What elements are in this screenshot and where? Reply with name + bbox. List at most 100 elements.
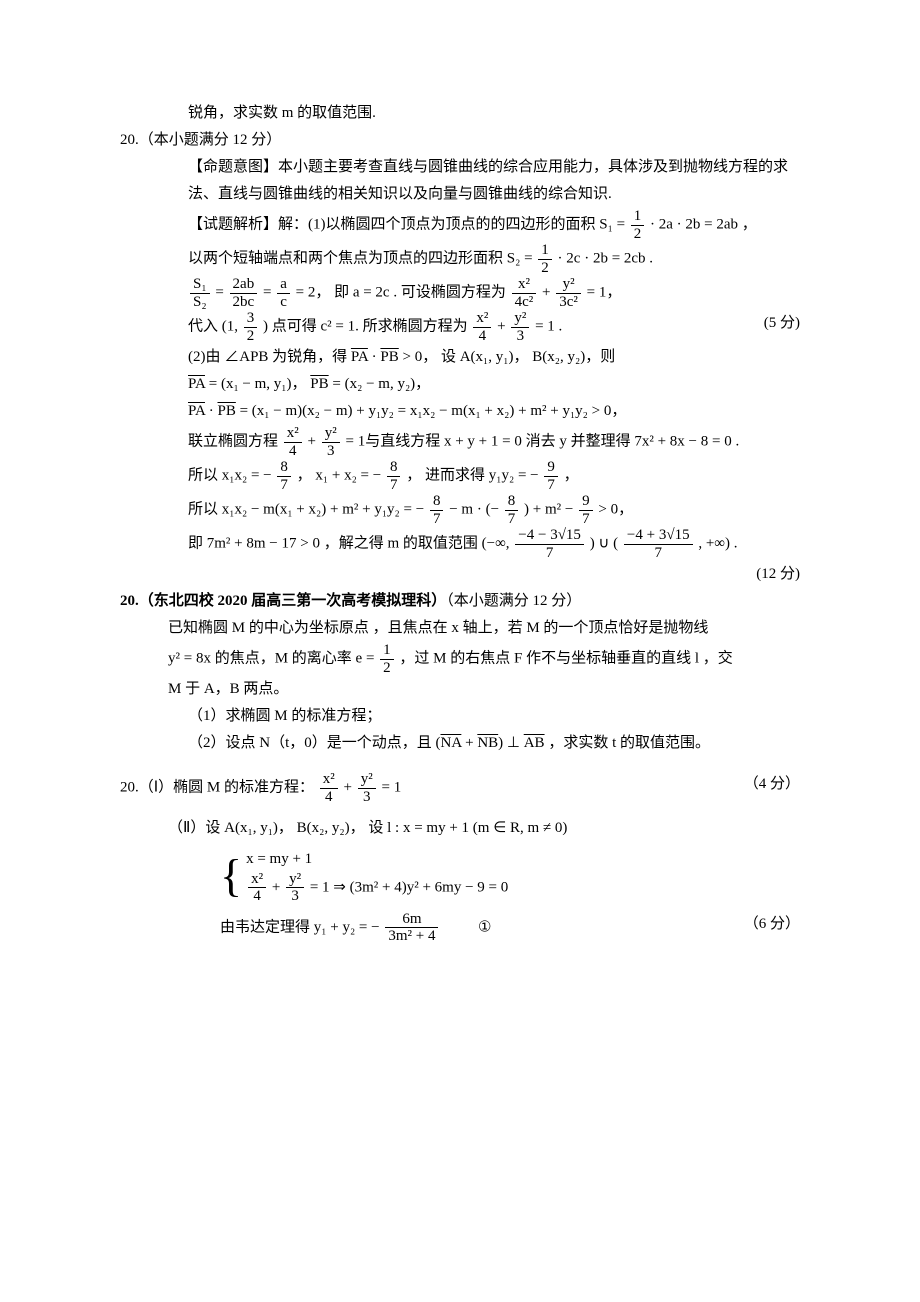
- q20b-2a: y² = 8x 的焦点，M 的离心率 e =: [168, 650, 378, 666]
- sol-8: 联立椭圆方程 x²4 + y²3 = 1与直线方程 x + y + 1 = 0 …: [188, 425, 800, 459]
- sol-7: PA · PB = (x₁ − m)(x₂ − m) + y₁y₂ = x₁x₂…: [188, 398, 800, 425]
- frac-y3c2: y²3c²: [556, 276, 581, 310]
- sol-1-post: · 2a · 2b = 2ab ，: [650, 216, 757, 232]
- sol-9a: 所以 x₁x₂ = −: [188, 467, 275, 483]
- sol-10d: > 0，: [598, 501, 633, 517]
- sol-6a: = (x₁ − m, y₁)，: [205, 376, 310, 392]
- q20-fullmarks: 20.（本小题满分 12 分）: [120, 127, 800, 154]
- frac-87b: 87: [387, 459, 401, 493]
- intent: 【命题意图】本小题主要考查直线与圆锥曲线的综合应用能力，具体涉及到抛物线方程的求…: [188, 154, 800, 208]
- sol-10a: 所以 x₁x₂ − m(x₁ + x₂) + m² + y₁y₂ = −: [188, 501, 428, 517]
- sol-9b: ， x₁ + x₂ = −: [297, 467, 385, 483]
- sol-5-pre: (2)由 ∠APB 为锐角，得: [188, 349, 351, 365]
- sol-2-post: · 2c · 2b = 2cb .: [558, 250, 654, 266]
- score-12-row: (12 分): [120, 561, 800, 588]
- sol-9c: ， 进而求得 y₁y₂ = −: [406, 467, 542, 483]
- system-eq: { x = my + 1 x²4 + y²3 = 1 ⇒ (3m² + 4)y²…: [220, 848, 800, 905]
- q20b-3: M 于 A，B 两点。: [168, 676, 800, 703]
- q20b-s2c: ，求实数 t 的取值范围。: [545, 735, 710, 751]
- vec-pb-3: PB: [217, 403, 235, 419]
- frac-x24: x²4: [473, 310, 491, 344]
- frac-97a: 97: [544, 459, 558, 493]
- score-12: (12 分): [756, 561, 800, 588]
- sol-2: 以两个短轴端点和两个焦点为顶点的四边形面积 S₂ = 12 · 2c · 2b …: [188, 242, 800, 276]
- sol-6: PA = (x₁ − m, y₁)， PB = (x₂ − m, y₂)，: [188, 371, 800, 398]
- vieta-pre: 由韦达定理得 y₁ + y₂ = −: [220, 919, 383, 935]
- q20b-1: 已知椭圆 M 的中心为坐标原点 ，且焦点在 x 轴上，若 M 的一个顶点恰好是抛…: [168, 615, 800, 642]
- sol-11b: ) ∪ (: [590, 535, 618, 551]
- sol-6b: = (x₂ − m, y₂)，: [329, 376, 431, 392]
- vec-pa-3: PA: [188, 403, 205, 419]
- vec-pb-2: PB: [310, 376, 328, 392]
- frac-ac: ac: [277, 276, 290, 310]
- q20b-s2a: （2）设点 N（t，0）是一个动点，且 (: [188, 735, 441, 751]
- frac-m1: −4 − 3√157: [515, 527, 584, 561]
- q20b-tail: （本小题满分 12 分）: [446, 593, 581, 609]
- ans-II: （Ⅱ）设 A(x₁, y₁)， B(x₂, y₂)， 设 l : x = my …: [168, 815, 800, 842]
- frac-87a: 87: [277, 459, 291, 493]
- sol-11: 即 7m² + 8m − 17 > 0 ，解之得 m 的取值范围 (−∞, −4…: [188, 527, 800, 561]
- frac-half-2: 12: [538, 242, 552, 276]
- frac-97b: 97: [579, 493, 593, 527]
- sol-10b: − m · (−: [449, 501, 503, 517]
- sol-4-mid: ) 点可得 c² = 1. 所求椭圆方程为: [263, 318, 471, 334]
- frac-half-e: 12: [380, 642, 394, 676]
- sol-11c: , +∞) .: [698, 535, 737, 551]
- sol-1: 【试题解析】解：(1)以椭圆四个顶点为顶点的的四边形的面积 S₁ = 12 · …: [188, 208, 800, 242]
- frac-y23c: y²3: [358, 771, 376, 805]
- q20b-head: 20.（东北四校 2020 届高三第一次高考模拟理科）（本小题满分 12 分）: [120, 588, 800, 615]
- sol-3-mid: = 2， 即 a = 2c . 可设椭圆方程为: [296, 284, 510, 300]
- frac-y23b: y²3: [322, 425, 340, 459]
- sol-3-end: = 1，: [587, 284, 622, 300]
- frac-x24d: x²4: [248, 871, 266, 905]
- frac-s1s2: S₁S₂: [190, 276, 210, 310]
- sol-3: S₁S₂ = 2ab2bc = ac = 2， 即 a = 2c . 可设椭圆方…: [188, 276, 800, 310]
- sol-9d: ，: [564, 467, 579, 483]
- frac-87c: 87: [430, 493, 444, 527]
- q20b-2b: ，过 M 的右焦点 F 作不与坐标轴垂直的直线 l ，交: [399, 650, 732, 666]
- brace-icon: {: [220, 853, 242, 899]
- ans-I-post: = 1: [381, 779, 401, 795]
- frac-32: 32: [244, 310, 258, 344]
- sol-5: (2)由 ∠APB 为锐角，得 PA · PB > 0， 设 A(x₁, y₁)…: [188, 344, 800, 371]
- sol-10: 所以 x₁x₂ − m(x₁ + x₂) + m² + y₁y₂ = − 87 …: [188, 493, 800, 527]
- plus-1: +: [461, 735, 477, 751]
- ans-I-pre: 20.（Ⅰ）椭圆 M 的标准方程：: [120, 779, 318, 795]
- sys-l2: x²4 + y²3 = 1: [246, 871, 329, 905]
- sol-2-pre: 以两个短轴端点和两个焦点为顶点的四边形面积 S₂ =: [188, 250, 536, 266]
- vec-pb-1: PB: [380, 349, 398, 365]
- q20b-2: y² = 8x 的焦点，M 的离心率 e = 12 ，过 M 的右焦点 F 作不…: [168, 642, 800, 676]
- sol-4: 代入 (1, 32 ) 点可得 c² = 1. 所求椭圆方程为 x²4 + y²…: [188, 310, 800, 344]
- system-lines: x = my + 1 x²4 + y²3 = 1: [246, 848, 329, 905]
- sol-9: 所以 x₁x₂ = − 87 ， x₁ + x₂ = − 87 ， 进而求得 y…: [188, 459, 800, 493]
- sol-8-pre: 联立椭圆方程: [188, 433, 282, 449]
- vec-pa-2: PA: [188, 376, 205, 392]
- frac-y23d: y²3: [286, 871, 304, 905]
- vec-nb: NB: [477, 735, 498, 751]
- sol-1-pre: 【试题解析】解：(1)以椭圆四个顶点为顶点的的四边形的面积 S₁ =: [188, 216, 629, 232]
- sol-5-mid: > 0， 设 A(x₁, y₁)， B(x₂, y₂)，则: [403, 349, 616, 365]
- score-4: （4 分）: [744, 771, 800, 798]
- sol-10c: ) + m² −: [524, 501, 577, 517]
- frac-y23: y²3: [511, 310, 529, 344]
- ans-I: 20.（Ⅰ）椭圆 M 的标准方程： x²4 + y²3 = 1 （4 分）: [120, 771, 800, 805]
- q20b-title: 20.（东北四校 2020 届高三第一次高考模拟理科）: [120, 593, 446, 609]
- frac-x24b: x²4: [284, 425, 302, 459]
- spacer: [120, 757, 800, 771]
- frac-87d: 87: [505, 493, 519, 527]
- sys-eq1: = 1: [310, 879, 330, 895]
- sys-l1: x = my + 1: [246, 848, 329, 871]
- frac-m2: −4 + 3√157: [624, 527, 693, 561]
- sol-11a: 即 7m² + 8m − 17 > 0 ，解之得 m 的取值范围 (−∞,: [188, 535, 513, 551]
- frac-x4c2: x²4c²: [512, 276, 537, 310]
- vec-ab: AB: [524, 735, 545, 751]
- score-5: (5 分): [764, 310, 800, 337]
- frac-half-1: 12: [631, 208, 645, 242]
- q20b-s2b: ) ⊥: [498, 735, 524, 751]
- vec-pa-1: PA: [351, 349, 368, 365]
- sol-4-end: = 1 .: [535, 318, 562, 334]
- q20b-s2: （2）设点 N（t，0）是一个动点，且 (NA + NB) ⊥ AB ，求实数 …: [188, 730, 800, 757]
- frac-x24c: x²4: [320, 771, 338, 805]
- frac-2ab2bc: 2ab2bc: [230, 276, 258, 310]
- sol-8-post: = 1与直线方程 x + y + 1 = 0 消去 y 并整理得 7x² + 8…: [345, 433, 739, 449]
